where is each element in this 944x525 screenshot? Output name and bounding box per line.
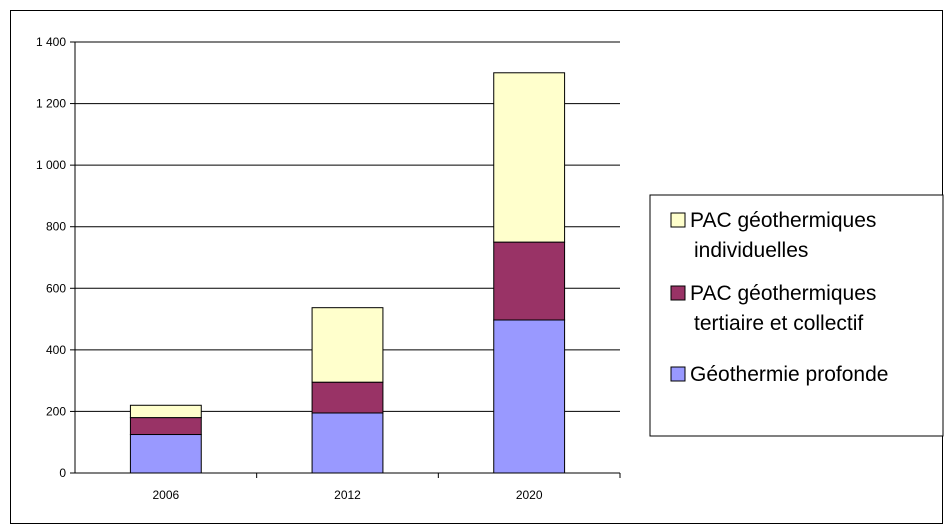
bar-segment	[311, 307, 384, 383]
y-tick-label: 200	[46, 404, 66, 418]
legend-label: individuelles	[694, 239, 808, 262]
x-tick-label: 2006	[152, 488, 179, 502]
y-tick-label: 0	[59, 466, 66, 480]
bar-segment	[493, 319, 566, 474]
bar-segment	[311, 412, 384, 474]
x-tick-labels: 2006 2012 2020	[152, 488, 542, 502]
legend-label: Géothermie profonde	[690, 363, 888, 386]
axes	[70, 41, 621, 478]
y-tick-labels: 0 200 400 600 800 1 000 1 200 1 400	[36, 35, 66, 480]
bar-segment	[493, 241, 566, 321]
legend: PAC géothermiques individuelles PAC géothe…	[649, 194, 944, 437]
legend-label: tertiaire et collectif	[694, 312, 863, 335]
bar-segment	[311, 381, 384, 414]
legend-label: PAC géothermiques	[690, 209, 876, 232]
bar-segment	[129, 434, 202, 474]
legend-swatch	[670, 366, 686, 382]
y-tick-label: 600	[46, 281, 66, 295]
y-tick-label: 1 000	[36, 158, 66, 172]
legend-label: PAC géothermiques	[690, 282, 876, 305]
bar-segment	[129, 417, 202, 436]
y-tick-label: 1 400	[36, 35, 66, 49]
y-tick-label: 1 200	[36, 97, 66, 111]
y-tick-label: 400	[46, 343, 66, 357]
x-tick-label: 2012	[334, 488, 361, 502]
bars	[129, 72, 566, 474]
x-tick-label: 2020	[516, 488, 543, 502]
legend-swatch	[670, 212, 686, 228]
legend-box	[649, 194, 944, 437]
bar-segment	[493, 72, 566, 243]
legend-swatch	[670, 285, 686, 301]
y-tick-label: 800	[46, 220, 66, 234]
bar-segment	[129, 404, 202, 419]
